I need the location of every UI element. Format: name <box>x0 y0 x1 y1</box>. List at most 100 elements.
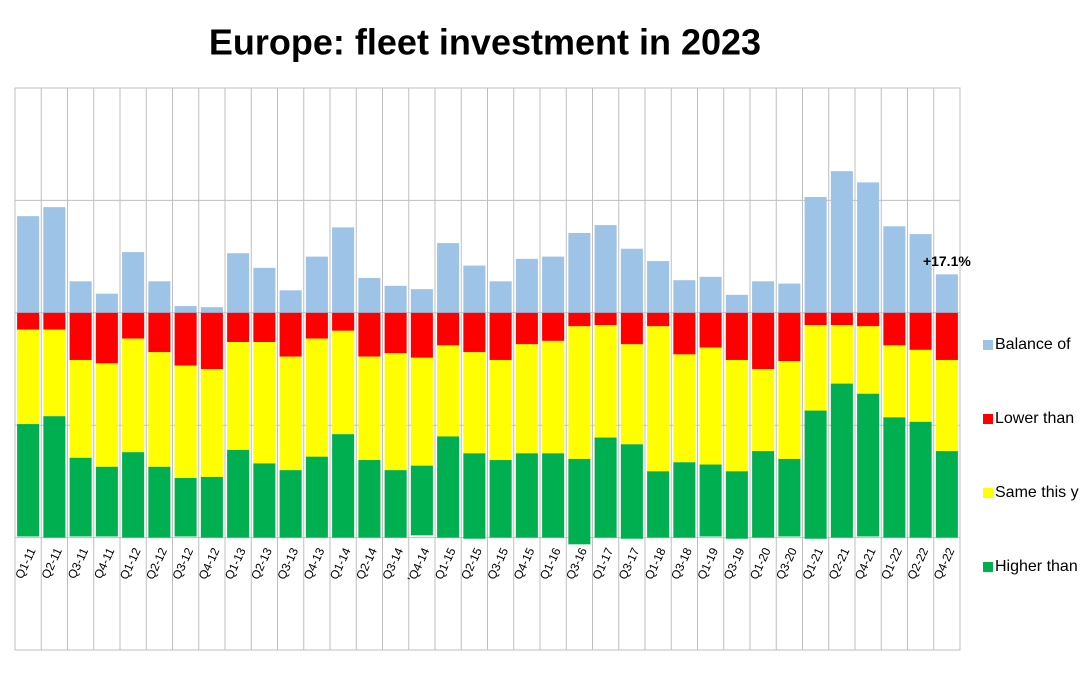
bar-segment <box>463 312 486 353</box>
bar-segment <box>699 276 722 313</box>
bar-segment <box>95 312 118 364</box>
bar-segment <box>673 354 696 463</box>
bar-segment <box>463 265 486 313</box>
bar-segment <box>804 325 827 411</box>
bar-segment <box>594 312 617 326</box>
bar-segment <box>489 360 512 461</box>
bar-segment <box>542 340 565 454</box>
bar-segment <box>542 256 565 313</box>
bar-segment <box>568 312 591 327</box>
bar-segment <box>515 453 538 538</box>
bar-segment <box>620 444 643 539</box>
bar-segment <box>568 232 591 313</box>
bar-segment <box>305 338 328 457</box>
bar-segment <box>594 225 617 313</box>
bar-segment <box>95 363 118 467</box>
bar-segment <box>305 312 328 339</box>
legend-swatch <box>983 562 993 572</box>
bar-segment <box>515 258 538 313</box>
chart-title: Europe: fleet investment in 2023 <box>209 22 761 63</box>
bar-segment <box>752 451 775 538</box>
bar-segment <box>437 436 460 538</box>
bar-segment <box>725 360 748 472</box>
bar-segment <box>122 452 145 538</box>
bar-segment <box>909 349 932 422</box>
bar-segment <box>358 460 381 538</box>
bar-segment <box>620 248 643 313</box>
bar-segment <box>778 312 801 362</box>
bar-segment <box>489 281 512 313</box>
bar-segment <box>410 312 433 358</box>
bar-segment <box>148 352 171 467</box>
bar-segment <box>647 261 670 313</box>
bar-segment <box>358 356 381 461</box>
legend-label: Lower than <box>995 410 1074 427</box>
bar-segment <box>647 312 670 327</box>
bar-segment <box>279 356 302 471</box>
bar-segment <box>174 365 197 479</box>
bar-segment <box>463 453 486 539</box>
bar-segment <box>594 325 617 438</box>
bar-segment <box>253 312 276 343</box>
bar-segment <box>804 197 827 313</box>
bar-segment <box>384 285 407 313</box>
bar-segment <box>515 312 538 345</box>
bar-segment <box>69 312 92 361</box>
bar-segment <box>699 347 722 465</box>
bar-segment <box>332 227 355 313</box>
bar-segment <box>332 312 355 331</box>
bar-segment <box>673 312 696 355</box>
bar-segment <box>227 342 250 450</box>
bar-segment <box>200 476 223 538</box>
bar-segment <box>515 344 538 454</box>
bar-segment <box>699 464 722 537</box>
bar-segment <box>253 342 276 464</box>
bar-segment <box>830 312 853 326</box>
bar-segment <box>830 171 853 313</box>
bar-segment <box>305 456 328 538</box>
bar-segment <box>620 344 643 445</box>
bar-segment <box>804 312 827 326</box>
bar-segment <box>437 243 460 313</box>
bar-segment <box>857 326 880 394</box>
bar-segment <box>17 312 40 330</box>
bar-segment <box>358 277 381 313</box>
legend-swatch <box>983 414 993 424</box>
bar-segment <box>384 312 407 354</box>
bar-segment <box>857 393 880 537</box>
legend-swatch <box>983 340 993 350</box>
bar-segment <box>227 312 250 343</box>
bar-segment <box>69 360 92 458</box>
bar-segment <box>673 462 696 538</box>
legend-label: Same this y <box>995 484 1079 501</box>
bar-segment <box>935 312 958 361</box>
bar-segment <box>17 329 40 425</box>
legend-label: Balance of <box>995 336 1071 353</box>
bar-segment <box>647 326 670 472</box>
bar-segment <box>673 280 696 313</box>
bar-segment <box>43 416 66 538</box>
bar-segment <box>279 470 302 538</box>
bar-segment <box>909 421 932 538</box>
bar-segment <box>148 312 171 353</box>
bar-segment <box>935 360 958 452</box>
bar-segment <box>830 383 853 538</box>
bar-segment <box>778 361 801 459</box>
bar-segment <box>437 312 460 346</box>
bar-segment <box>725 294 748 313</box>
bar-segment <box>857 312 880 327</box>
bar-segment <box>410 357 433 466</box>
bar-segment <box>883 345 906 418</box>
bar-segment <box>909 312 932 350</box>
bar-segment <box>174 478 197 537</box>
bar-segment <box>463 352 486 454</box>
bar-segment <box>95 293 118 313</box>
bar-segment <box>200 312 223 369</box>
bar-segment <box>804 410 827 539</box>
bar-segment <box>699 312 722 348</box>
bar-segment <box>883 226 906 313</box>
bar-segment <box>542 453 565 538</box>
bar-segment <box>542 312 565 341</box>
bar-segment <box>410 289 433 313</box>
bar-segment <box>148 466 171 538</box>
